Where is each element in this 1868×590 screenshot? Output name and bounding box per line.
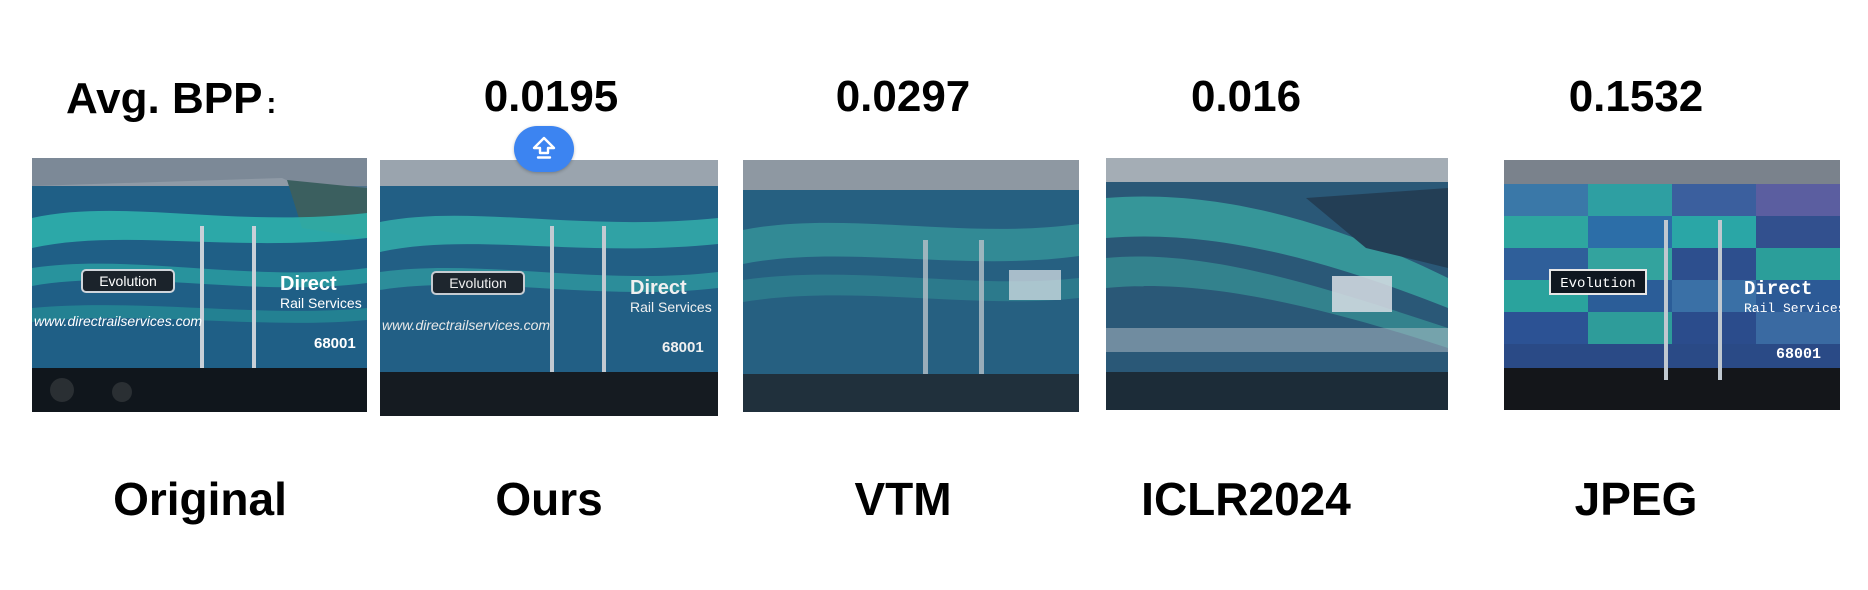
brand-line2-original: Rail Services xyxy=(280,295,362,311)
number-original: 68001 xyxy=(314,335,356,352)
image-panel-ours: Evolution Direct Rail Services www.direc… xyxy=(380,160,718,416)
bpp-value-vtm: 0.0297 xyxy=(835,72,971,121)
caption-ours: Ours xyxy=(495,473,603,525)
website-original: www.directrailservices.com xyxy=(34,313,202,329)
website-ours: www.directrailservices.com xyxy=(382,317,550,333)
number-jpeg: 68001 xyxy=(1776,346,1821,363)
train-image-vtm xyxy=(743,160,1079,412)
image-panel-jpeg: Evolution Direct Rail Services 68001 xyxy=(1504,160,1840,410)
brand-line1-ours: Direct xyxy=(630,277,687,299)
train-image-jpeg: Evolution Direct Rail Services 68001 xyxy=(1504,160,1840,410)
caption-jpeg: JPEG xyxy=(1574,473,1698,525)
number-ours: 68001 xyxy=(662,339,704,356)
image-panel-original: Evolution Direct Rail Services www.direc… xyxy=(32,158,367,412)
brand-line1-jpeg: Direct xyxy=(1744,278,1812,300)
avg-bpp-colon: : xyxy=(266,87,277,120)
caption-vtm: VTM xyxy=(854,473,952,525)
train-image-iclr2024 xyxy=(1106,158,1448,410)
brand-line2-ours: Rail Services xyxy=(630,299,712,315)
bpp-value-jpeg: 0.1532 xyxy=(1568,72,1704,121)
brand-line1-original: Direct xyxy=(280,273,337,295)
avg-bpp-label: Avg. BPP: xyxy=(66,74,276,124)
upload-icon xyxy=(532,136,556,159)
badge-text-original: Evolution xyxy=(99,273,157,289)
brand-line2-jpeg: Rail Services xyxy=(1744,301,1840,316)
caption-original: Original xyxy=(113,473,287,525)
bpp-value-ours: 0.0195 xyxy=(483,72,619,121)
train-image-ours: Evolution Direct Rail Services www.direc… xyxy=(380,160,718,416)
image-panel-vtm xyxy=(743,160,1079,412)
avg-bpp-label-text: Avg. BPP xyxy=(66,74,263,123)
bpp-value-iclr2024: 0.016 xyxy=(1190,72,1302,121)
image-panel-iclr2024 xyxy=(1106,158,1448,410)
upload-button[interactable] xyxy=(514,126,574,172)
caption-iclr2024: ICLR2024 xyxy=(1141,473,1351,525)
badge-text-jpeg: Evolution xyxy=(1560,276,1636,292)
badge-text-ours: Evolution xyxy=(449,275,507,291)
train-image-original: Evolution Direct Rail Services www.direc… xyxy=(32,158,367,412)
